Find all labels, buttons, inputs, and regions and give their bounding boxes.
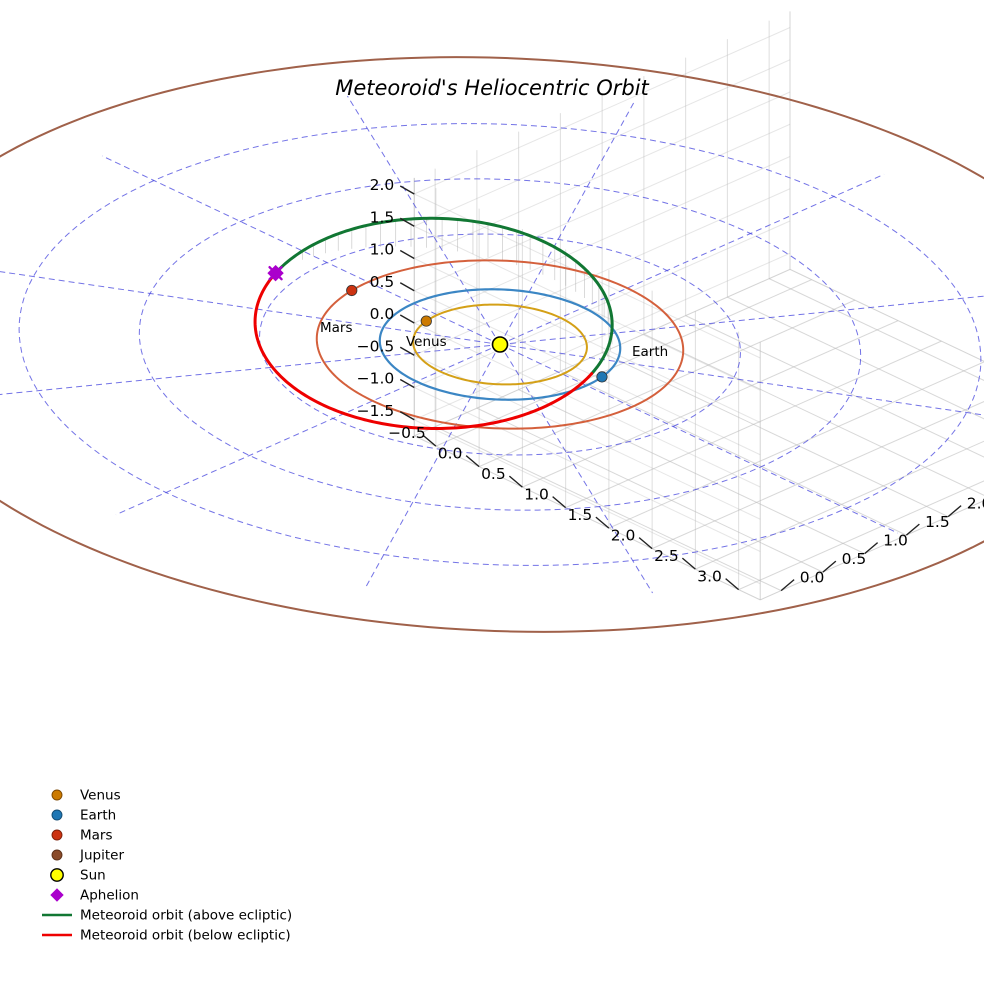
legend-circle-swatch bbox=[50, 868, 64, 882]
legend-item-jupiter[interactable]: Jupiter bbox=[51, 848, 124, 864]
polar-grid-overlay bbox=[0, 95, 984, 594]
legend-item-mars[interactable]: Mars bbox=[51, 828, 113, 844]
legend-circle-swatch bbox=[51, 809, 63, 821]
body-markers bbox=[346, 284, 608, 383]
y-tick-label-2: 1.0 bbox=[883, 532, 908, 550]
legend-circle-swatch bbox=[51, 849, 63, 861]
z-tick-label-0: 2.0 bbox=[370, 176, 395, 194]
legend-diamond-swatch bbox=[50, 888, 64, 902]
x-tick-label-6: 2.5 bbox=[654, 547, 679, 565]
mars-marker bbox=[346, 284, 358, 297]
z-tick-label-5: −0.5 bbox=[357, 337, 395, 355]
z-tick-label-1: 1.5 bbox=[370, 208, 395, 226]
z-tick-label-3: 0.5 bbox=[370, 273, 395, 291]
legend-item-sun[interactable]: Sun bbox=[50, 868, 106, 884]
legend-item-label: Mars bbox=[80, 828, 113, 844]
page-title: Meteoroid's Heliocentric Orbit bbox=[335, 76, 649, 100]
x-tick-label-0: −0.5 bbox=[388, 424, 426, 442]
axis-tick-marks bbox=[399, 185, 962, 592]
legend-item-venus[interactable]: Venus bbox=[51, 788, 121, 804]
body-label-mars: Mars bbox=[320, 320, 353, 336]
legend-item-label: Aphelion bbox=[80, 888, 139, 904]
earth-orbit-path bbox=[378, 288, 622, 401]
z-tick-label-7: −1.5 bbox=[357, 402, 395, 420]
x-tick-label-2: 0.5 bbox=[481, 465, 506, 483]
legend-item-earth[interactable]: Earth bbox=[51, 808, 116, 824]
legend-item-label: Venus bbox=[80, 788, 121, 804]
z-tick-label-6: −1.0 bbox=[357, 370, 395, 388]
legend-circle-swatch bbox=[51, 789, 63, 801]
x-tick-label-1: 0.0 bbox=[438, 445, 463, 463]
axis-tick-labels: −0.5 0.0 0.5 1.0 1.5 2.0 2.5 3.0 0.0 0.5 1.0 1.5 2.0… bbox=[357, 176, 984, 587]
chart-legend: Venus Earth Mars Jupiter Sun Aphelion Meteoroi… bbox=[42, 788, 292, 944]
earth-marker bbox=[596, 371, 608, 383]
y-tick-label-4: 2.0 bbox=[967, 495, 984, 513]
x-tick-label-7: 3.0 bbox=[697, 568, 722, 586]
legend-item-meteoroid-orbit-above-ecliptic[interactable]: Meteoroid orbit (above ecliptic) bbox=[42, 908, 292, 924]
venus-orbit-path bbox=[412, 303, 588, 386]
x-tick-label-4: 1.5 bbox=[568, 506, 593, 524]
venus-marker bbox=[420, 315, 432, 327]
body-label-venus: Venus bbox=[406, 334, 447, 350]
jupiter-orbit-path bbox=[0, 56, 984, 633]
legend-item-label: Earth bbox=[80, 808, 116, 824]
body-label-earth: Earth bbox=[632, 344, 668, 360]
x-tick-label-3: 1.0 bbox=[524, 486, 549, 504]
y-tick-label-1: 0.5 bbox=[842, 550, 867, 568]
legend-item-aphelion[interactable]: Aphelion bbox=[50, 888, 139, 904]
mars-orbit-path bbox=[315, 259, 685, 430]
legend-circle-swatch bbox=[51, 829, 63, 841]
z-tick-label-2: 1.0 bbox=[370, 241, 395, 259]
sun-marker bbox=[491, 336, 509, 353]
meteoroid-orbit-path bbox=[253, 216, 614, 430]
z-tick-label-4: 0.0 bbox=[370, 305, 395, 323]
legend-item-label: Jupiter bbox=[79, 848, 124, 864]
legend-item-meteoroid-orbit-below-ecliptic[interactable]: Meteoroid orbit (below ecliptic) bbox=[42, 928, 291, 944]
legend-item-label: Meteoroid orbit (below ecliptic) bbox=[80, 928, 291, 944]
aphelion-marker-group bbox=[267, 264, 284, 282]
aphelion-projection-x-marker bbox=[268, 265, 283, 281]
body-name-labels: Mars Venus Earth bbox=[320, 320, 668, 360]
x-tick-label-5: 2.0 bbox=[611, 527, 636, 545]
y-tick-label-3: 1.5 bbox=[925, 513, 950, 531]
y-tick-label-0: 0.0 bbox=[800, 569, 825, 587]
legend-item-label: Meteoroid orbit (above ecliptic) bbox=[80, 908, 292, 924]
legend-item-label: Sun bbox=[80, 868, 106, 884]
